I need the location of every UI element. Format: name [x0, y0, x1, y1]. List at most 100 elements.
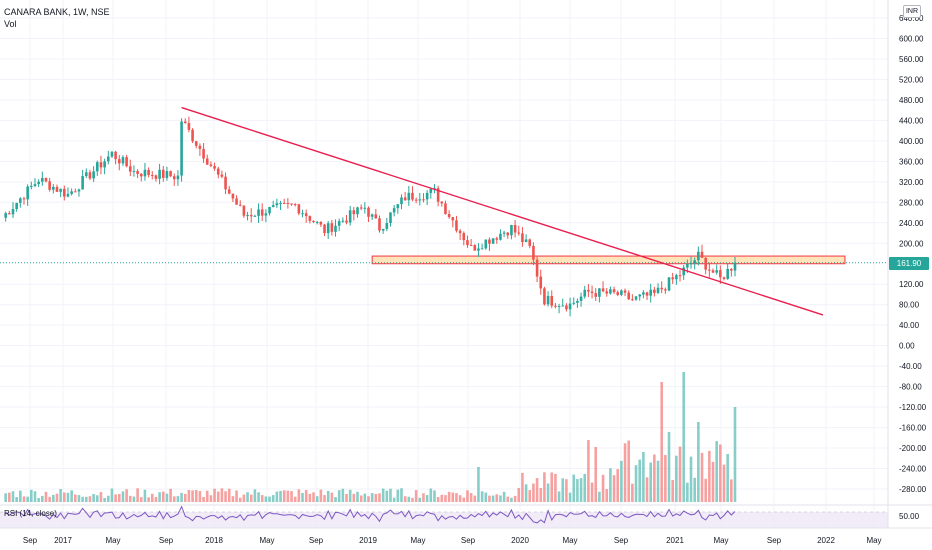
candle-body [213, 166, 216, 169]
candle-body [341, 220, 345, 222]
volume-bar [539, 487, 543, 502]
volume-bar [301, 492, 304, 502]
y-tick-label: -280.00 [899, 485, 927, 494]
volume-bar [609, 468, 612, 502]
candle-body [268, 206, 271, 214]
volume-bar [352, 493, 356, 502]
time-axis[interactable]: Sep 2017 May Sep 2018 May Sep 2019 May Sep 2020 May… [0, 527, 932, 545]
volume-bar [22, 496, 26, 502]
volume-bar [183, 493, 187, 502]
volume-bar [506, 496, 510, 502]
volume-bar [363, 493, 367, 502]
candle-body [106, 156, 110, 162]
rsi-line [5, 505, 736, 524]
candle-body [436, 188, 440, 202]
volume-bar [455, 493, 458, 502]
candle-body [323, 224, 326, 234]
candle-body [697, 251, 700, 261]
volume-bar [653, 454, 656, 502]
volume-bar [422, 493, 425, 502]
volume-bar [616, 469, 620, 502]
candle-body [22, 198, 26, 200]
candle-body [704, 257, 707, 270]
candle-body [220, 174, 224, 177]
volume-bar [147, 497, 150, 502]
candle-body [246, 215, 249, 217]
volume-bar [447, 491, 451, 502]
volume-bar [37, 497, 40, 502]
volume-bar [187, 489, 191, 502]
candle-body [722, 277, 726, 279]
candle-body [576, 300, 579, 303]
price-axis[interactable]: 640.00 600.00 560.00 520.00 480.00 440.00 400.… [887, 0, 927, 528]
candle-body [543, 288, 546, 305]
x-tick-label: 2020 [511, 536, 529, 545]
volume-bar [499, 495, 502, 502]
candle-body [4, 213, 7, 218]
candle-body [128, 166, 132, 172]
candle-body [660, 287, 663, 290]
volume-bar [136, 488, 139, 502]
rsi-level-label: 50.00 [899, 512, 920, 521]
rsi-pane [0, 504, 932, 529]
volume-bar [260, 495, 264, 502]
candle-body [70, 191, 73, 194]
volume-bar [411, 497, 414, 502]
candle-body [510, 225, 513, 236]
candle-body [352, 210, 356, 215]
currency-badge[interactable]: INR [903, 5, 921, 18]
candle-body [561, 305, 565, 307]
candle-body [209, 164, 213, 167]
x-tick-label: 2017 [54, 536, 72, 545]
y-tick-label: 120.00 [899, 280, 924, 289]
volume-label: Vol [4, 19, 17, 29]
candle-body [554, 305, 557, 307]
volume-bar [121, 491, 125, 502]
candle-body [675, 275, 678, 280]
volume-bar [337, 490, 341, 502]
candle-body [374, 214, 378, 219]
candle-body [645, 292, 649, 296]
y-tick-label: 640.00 [899, 14, 924, 23]
candle-body [55, 186, 59, 192]
candle-body [411, 192, 414, 200]
resistance-zone[interactable] [0, 255, 888, 265]
candle-body [282, 202, 286, 204]
candle-body [502, 232, 506, 234]
candlestick-series [4, 116, 737, 317]
candle-body [63, 188, 66, 197]
candle-body [95, 162, 99, 172]
volume-bar [495, 494, 499, 502]
chart-header: CANARA BANK, 1W, NSE Vol [4, 6, 110, 30]
candle-body [194, 141, 198, 146]
volume-bar [466, 490, 469, 502]
candle-body [678, 275, 682, 277]
volume-bar [143, 489, 147, 502]
volume-bar [26, 496, 29, 502]
volume-bar [678, 446, 682, 502]
candle-body [367, 207, 370, 217]
volume-bar [264, 496, 268, 502]
trendline[interactable] [181, 106, 824, 316]
candle-body [348, 210, 352, 223]
candle-body [99, 162, 103, 168]
candle-body [117, 159, 121, 164]
volume-bar [590, 482, 594, 502]
volume-bar [532, 483, 535, 502]
candle-body [612, 289, 616, 293]
volume-bar [686, 482, 689, 502]
candle-body [257, 209, 260, 216]
candle-body [686, 263, 689, 268]
volume-bar [132, 496, 136, 502]
volume-bar [451, 492, 455, 502]
volume-bar [268, 496, 271, 502]
volume-bar [150, 493, 154, 502]
volume-bar [323, 495, 326, 502]
volume-bar [528, 490, 532, 502]
volume-bar [645, 477, 649, 502]
volume-bar [242, 494, 246, 502]
candle-body [301, 213, 304, 215]
candle-body [114, 151, 117, 160]
candle-body [11, 209, 15, 215]
